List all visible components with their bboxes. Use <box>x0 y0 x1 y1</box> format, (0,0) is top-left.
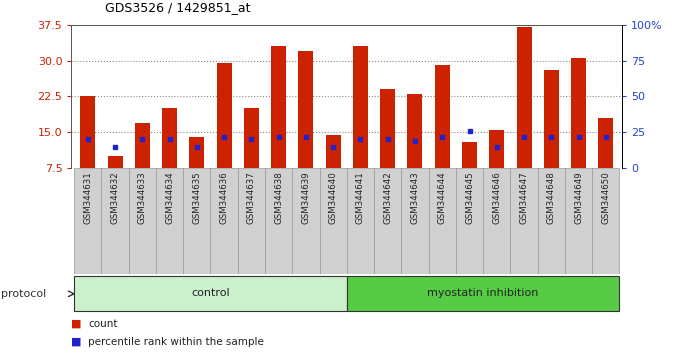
FancyBboxPatch shape <box>565 168 592 274</box>
FancyBboxPatch shape <box>538 168 565 274</box>
Bar <box>326 135 341 168</box>
FancyBboxPatch shape <box>456 168 483 274</box>
Bar <box>544 70 559 168</box>
Text: GSM344648: GSM344648 <box>547 171 556 224</box>
Text: ■: ■ <box>71 337 82 347</box>
Text: GSM344639: GSM344639 <box>301 171 310 224</box>
FancyBboxPatch shape <box>401 168 428 274</box>
Bar <box>162 108 177 168</box>
FancyBboxPatch shape <box>347 276 619 312</box>
FancyBboxPatch shape <box>511 168 538 274</box>
Bar <box>271 46 286 168</box>
Bar <box>407 94 422 168</box>
FancyBboxPatch shape <box>320 168 347 274</box>
Text: GSM344649: GSM344649 <box>574 171 583 224</box>
Text: GSM344646: GSM344646 <box>492 171 501 224</box>
Text: GSM344638: GSM344638 <box>274 171 283 224</box>
Bar <box>571 58 586 168</box>
FancyBboxPatch shape <box>483 168 511 274</box>
Bar <box>80 96 95 168</box>
Text: percentile rank within the sample: percentile rank within the sample <box>88 337 265 347</box>
Bar <box>217 63 232 168</box>
Bar <box>107 156 122 168</box>
Text: GSM344644: GSM344644 <box>438 171 447 224</box>
Text: myostatin inhibition: myostatin inhibition <box>428 288 539 298</box>
Bar <box>299 51 313 168</box>
FancyBboxPatch shape <box>374 168 401 274</box>
Text: GSM344635: GSM344635 <box>192 171 201 224</box>
Bar <box>517 27 532 168</box>
Text: GSM344640: GSM344640 <box>328 171 338 224</box>
Bar <box>135 123 150 168</box>
FancyBboxPatch shape <box>183 168 211 274</box>
FancyBboxPatch shape <box>101 168 129 274</box>
Bar <box>189 137 204 168</box>
FancyBboxPatch shape <box>238 168 265 274</box>
FancyBboxPatch shape <box>156 168 183 274</box>
Text: GSM344645: GSM344645 <box>465 171 474 224</box>
Text: control: control <box>191 288 230 298</box>
Text: GSM344634: GSM344634 <box>165 171 174 224</box>
FancyBboxPatch shape <box>592 168 619 274</box>
Bar <box>380 89 395 168</box>
Text: GSM344643: GSM344643 <box>411 171 420 224</box>
FancyBboxPatch shape <box>211 168 238 274</box>
Bar <box>598 118 613 168</box>
Text: count: count <box>88 319 118 329</box>
Text: GSM344631: GSM344631 <box>83 171 92 224</box>
Text: ■: ■ <box>71 319 82 329</box>
Text: GSM344633: GSM344633 <box>138 171 147 224</box>
Text: GSM344650: GSM344650 <box>601 171 611 224</box>
FancyBboxPatch shape <box>74 168 101 274</box>
FancyBboxPatch shape <box>129 168 156 274</box>
FancyBboxPatch shape <box>292 168 320 274</box>
Text: GSM344636: GSM344636 <box>220 171 228 224</box>
FancyBboxPatch shape <box>347 168 374 274</box>
FancyBboxPatch shape <box>74 276 347 312</box>
Text: protocol: protocol <box>1 289 46 299</box>
Text: GSM344632: GSM344632 <box>111 171 120 224</box>
Text: GSM344637: GSM344637 <box>247 171 256 224</box>
Bar <box>490 130 505 168</box>
FancyBboxPatch shape <box>265 168 292 274</box>
FancyBboxPatch shape <box>428 168 456 274</box>
Text: GDS3526 / 1429851_at: GDS3526 / 1429851_at <box>105 1 251 14</box>
Bar <box>462 142 477 168</box>
Text: GSM344641: GSM344641 <box>356 171 365 224</box>
Bar <box>353 46 368 168</box>
Bar <box>244 108 259 168</box>
Text: GSM344642: GSM344642 <box>384 171 392 224</box>
Bar <box>435 65 449 168</box>
Text: GSM344647: GSM344647 <box>520 171 528 224</box>
